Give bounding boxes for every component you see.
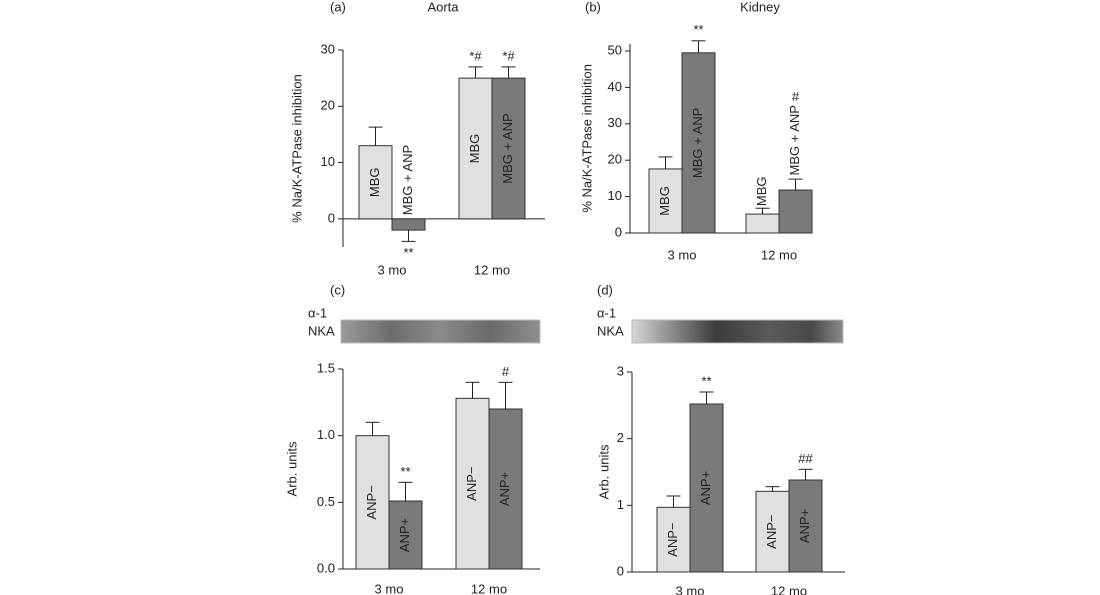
bar-label: ANP− [764, 515, 779, 549]
y-tick-label: 0 [617, 563, 624, 578]
y-tick-label: 20 [321, 98, 335, 113]
chart-title: Kidney [740, 0, 780, 14]
bar-label: ANP− [464, 467, 479, 501]
bar [689, 403, 724, 573]
y-tick-label: 1 [617, 497, 624, 512]
x-tick-label: 12 mo [474, 262, 510, 277]
y-tick-label: 30 [321, 41, 335, 56]
x-tick-label: 3 mo [668, 247, 697, 262]
bar [755, 490, 790, 573]
bar [358, 145, 393, 220]
significance-marker: ** [403, 245, 413, 260]
bar-label: MBG [467, 134, 482, 164]
y-axis-label: % Na/K-ATPase inhibition [289, 74, 304, 223]
panel-label: (a) [330, 0, 346, 14]
bar [656, 506, 691, 573]
significance-marker: # [792, 89, 800, 104]
bar [355, 435, 390, 570]
significance-marker: ** [400, 464, 410, 479]
significance-marker: *# [502, 48, 515, 63]
bar-label: ANP+ [698, 471, 713, 505]
blot-label: NKA [308, 323, 335, 338]
x-tick-label: 3 mo [375, 581, 404, 595]
bar [391, 218, 426, 231]
bar-label: MBG [754, 176, 769, 206]
y-tick-label: 10 [321, 154, 335, 169]
x-tick-label: 12 mo [771, 583, 807, 595]
bar-label: MBG + ANP [690, 108, 705, 178]
bar [788, 479, 823, 573]
y-tick-label: 10 [608, 188, 622, 203]
bar [745, 213, 780, 234]
significance-marker: ** [701, 373, 711, 388]
significance-marker: *# [469, 48, 482, 63]
panel-label: (d) [597, 282, 613, 297]
y-tick-label: 40 [608, 79, 622, 94]
panel-label: (b) [585, 0, 601, 14]
significance-marker: ** [693, 22, 703, 37]
significance-marker: ## [798, 451, 813, 466]
bar-label: ANP− [665, 523, 680, 557]
y-tick-label: 0 [615, 224, 622, 239]
western-blot [631, 319, 844, 344]
y-tick-label: 2 [617, 430, 624, 445]
y-tick-label: 1.5 [317, 360, 335, 375]
bar-label: ANP+ [797, 509, 812, 543]
y-tick-label: 1.0 [317, 427, 335, 442]
y-tick-label: 0.5 [317, 494, 335, 509]
bar [458, 77, 493, 220]
bar-label: MBG + ANP [787, 105, 802, 175]
chart-title: Aorta [427, 0, 459, 14]
bar [388, 500, 423, 570]
panel-label: (c) [330, 282, 345, 297]
x-tick-label: 3 mo [378, 262, 407, 277]
y-tick-label: 30 [608, 115, 622, 130]
y-tick-label: 3 [617, 363, 624, 378]
bar-label: ANP+ [397, 518, 412, 552]
y-axis-label: Arb. units [596, 444, 611, 499]
blot-label: NKA [597, 323, 624, 338]
x-tick-label: 12 mo [761, 247, 797, 262]
y-tick-label: 0 [328, 210, 335, 225]
y-tick-label: 50 [608, 42, 622, 57]
x-tick-label: 12 mo [471, 581, 507, 595]
significance-marker: # [502, 364, 510, 379]
bar-label: ANP− [364, 485, 379, 519]
bar [488, 408, 523, 570]
y-tick-label: 20 [608, 152, 622, 167]
y-axis-label: % Na/K-ATPase inhibition [579, 64, 594, 213]
bar-label: MBG [657, 186, 672, 216]
y-axis-label: Arb. units [284, 441, 299, 496]
bar-label: MBG [367, 167, 382, 197]
bar-label: ANP+ [497, 472, 512, 506]
western-blot [340, 319, 541, 344]
bar-label: MBG + ANP [500, 113, 515, 183]
bar [681, 52, 716, 234]
bar [455, 397, 490, 570]
blot-label: α-1 [597, 305, 616, 320]
y-tick-label: 0.0 [317, 560, 335, 575]
blot-label: α-1 [308, 305, 327, 320]
x-tick-label: 3 mo [676, 583, 705, 595]
bar [778, 189, 813, 234]
bar-label: MBG + ANP [400, 145, 415, 215]
